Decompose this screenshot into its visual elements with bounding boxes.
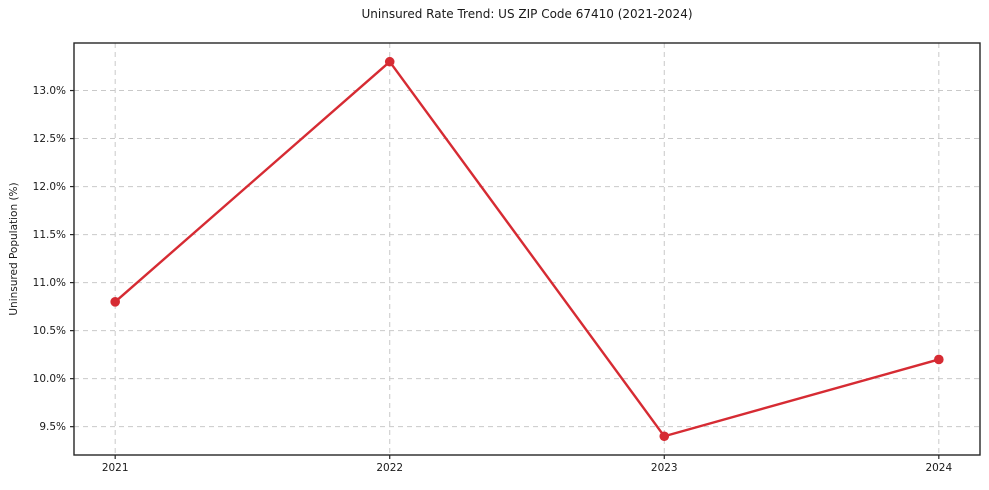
y-tick-label: 13.0% (33, 85, 66, 97)
y-tick-label: 12.0% (33, 181, 66, 193)
data-point-2023 (659, 431, 670, 442)
data-point-2021 (110, 297, 120, 307)
y-tick-label: 12.5% (33, 133, 66, 145)
x-tick-label: 2023 (651, 462, 678, 474)
data-point-2022 (384, 56, 395, 67)
chart-title: Uninsured Rate Trend: US ZIP Code 67410 … (361, 7, 693, 21)
y-tick-label: 11.0% (33, 277, 66, 289)
x-tick-label: 2021 (102, 462, 129, 474)
trend-line (113, 60, 941, 438)
y-tick-label: 10.5% (33, 325, 66, 337)
plot-border (73, 42, 981, 456)
x-tick-label: 2024 (925, 462, 952, 474)
y-tick-label: 11.5% (33, 229, 66, 241)
y-tick-label: 10.0% (33, 373, 66, 385)
y-tick-label: 9.5% (39, 421, 66, 433)
x-tick-label: 2022 (376, 462, 403, 474)
data-point-2024 (934, 354, 944, 365)
